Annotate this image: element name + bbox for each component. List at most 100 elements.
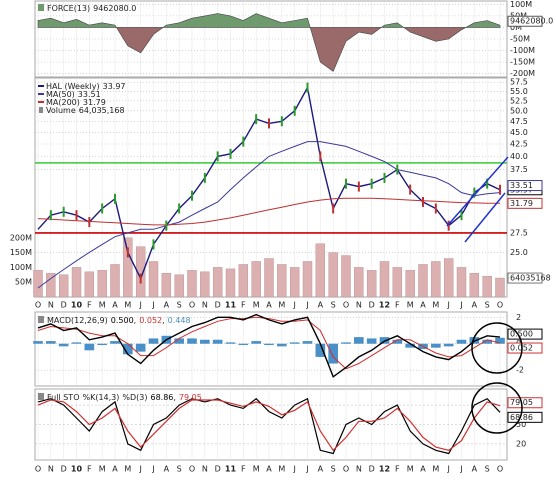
volume-bar (251, 261, 261, 298)
volume-bar (302, 261, 313, 298)
series-line (37, 397, 501, 455)
y-tick-label: -200M (510, 69, 535, 78)
volume-bar (443, 258, 454, 298)
x-tick-label: M (407, 301, 414, 310)
histogram-bar (392, 339, 403, 344)
histogram-bar (431, 343, 441, 348)
price-bar (280, 116, 283, 127)
volume-bar (469, 273, 480, 298)
volume-bar (71, 267, 82, 298)
histogram-bar (264, 343, 274, 346)
volume-bar (495, 277, 505, 298)
histogram-bar (482, 339, 492, 344)
x-tick-label: M (407, 465, 414, 474)
legend-name: MA(200) (46, 98, 80, 107)
y-tick-label: 20 (516, 439, 526, 448)
histogram-bar (443, 343, 454, 347)
series-line (37, 316, 501, 370)
histogram-bar (495, 337, 505, 344)
x-tick-label: M (278, 465, 285, 474)
legend-name: %K(14,3) (82, 393, 119, 402)
x-tick-label: S (485, 465, 490, 474)
x-tick-label: M (99, 465, 106, 474)
y-tick-label: 52.5 (510, 96, 528, 105)
volume-bar (161, 273, 172, 298)
legend-entry: MA(50) 33.51 (46, 90, 101, 99)
x-tick-label: J (305, 301, 308, 310)
x-tick-label: A (472, 465, 478, 474)
y-tick-label: 150M (10, 248, 32, 257)
x-tick-label: F (395, 301, 400, 310)
x-tick-label: O (35, 301, 41, 310)
x-tick-label: D (215, 465, 221, 474)
x-tick-label: F (241, 301, 246, 310)
histogram-bar (97, 343, 107, 346)
x-tick-label: J (151, 301, 154, 310)
x-tick-label: S (331, 301, 336, 310)
macd-header: MACD(12,26,9) 0.500, 0.052, 0.448 (47, 316, 191, 325)
series-line (37, 313, 501, 378)
x-tick-label: O (189, 465, 195, 474)
x-tick-label: A (266, 465, 272, 474)
x-tick-label: O (497, 465, 503, 474)
volume-bar (46, 273, 56, 298)
volume-bar (392, 267, 403, 298)
x-tick-label: 10 (71, 465, 83, 474)
y-tick-label: 200M (10, 233, 32, 242)
x-tick-label: O (343, 465, 349, 474)
price-bar (255, 114, 258, 125)
volume-bar (405, 270, 415, 298)
histogram-bar (405, 343, 415, 348)
x-tick-label: N (48, 301, 54, 310)
y-tick-label: 47.5 (510, 117, 528, 126)
x-tick-label: J (292, 301, 295, 310)
y-tick-label: 50 (516, 420, 526, 429)
separator: , (162, 316, 165, 325)
price-bar (191, 190, 193, 201)
volume-bar (482, 276, 492, 298)
series-line (37, 399, 501, 452)
x-tick-label: A (266, 301, 272, 310)
value-box-label: 33.51 (510, 181, 533, 190)
price-bar (306, 82, 309, 93)
header-value: 0.052 (139, 316, 162, 325)
price-bar (114, 193, 116, 204)
price-bar (345, 178, 347, 189)
value-box-label: 64035168 (510, 274, 551, 283)
y-tick-label: 2 (516, 313, 521, 322)
histogram-bar (110, 341, 120, 344)
x-tick-label: J (446, 301, 449, 310)
x-tick-label: M (278, 301, 285, 310)
header-value: 0.500 (111, 316, 134, 325)
force-area (37, 13, 501, 72)
histogram-bar (238, 343, 249, 346)
histogram-bar (251, 341, 261, 344)
price-bar (268, 118, 270, 129)
value-box (507, 15, 543, 27)
histogram-bar (315, 343, 326, 357)
value-box-label: 68.86 (510, 413, 533, 422)
x-tick-label: A (420, 301, 426, 310)
sto-header: Full STO %K(14,3) %D(3) 68.86, 79.05 (47, 393, 202, 402)
x-tick-label: S (485, 301, 490, 310)
legend-value: 31.79 (83, 98, 106, 107)
price-bar (473, 187, 476, 198)
x-tick-label: 11 (225, 301, 237, 310)
x-tick-label: 12 (379, 301, 390, 310)
separator: , (173, 393, 176, 402)
histogram-bar (225, 342, 236, 344)
icon (38, 393, 44, 400)
y-tick-label: 0M (510, 23, 522, 32)
x-tick-label: N (48, 465, 54, 474)
separator: , (134, 316, 137, 325)
volume-bar (264, 258, 274, 298)
value-box (507, 397, 543, 409)
x-tick-label: A (112, 301, 118, 310)
price-bar (242, 136, 245, 147)
value-box (507, 180, 543, 192)
legend-value: 33.97 (103, 82, 126, 91)
y-tick-label: 42.5 (510, 139, 528, 148)
volume-bar (341, 255, 351, 298)
y-tick-label: -100M (510, 46, 535, 55)
